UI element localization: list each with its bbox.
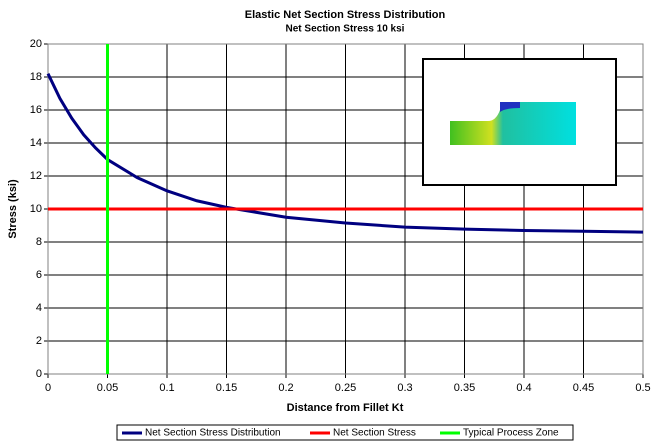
x-tick-label: 0.2 [278, 382, 293, 394]
legend-label: Net Section Stress Distribution [145, 428, 281, 439]
chart-title: Elastic Net Section Stress Distribution [245, 9, 446, 21]
chart-subtitle: Net Section Stress 10 ksi [286, 24, 405, 35]
y-tick-label: 2 [36, 335, 42, 347]
y-tick-label: 20 [30, 38, 42, 50]
legend-label: Typical Process Zone [463, 428, 559, 439]
x-tick-label: 0.4 [516, 382, 531, 394]
x-tick-label: 0.3 [397, 382, 412, 394]
x-tick-label: 0.15 [216, 382, 237, 394]
y-tick-label: 14 [30, 137, 42, 149]
y-tick-label: 6 [36, 269, 42, 281]
x-tick-label: 0.5 [635, 382, 650, 394]
legend-label: Net Section Stress [333, 428, 416, 439]
y-tick-label: 4 [36, 302, 42, 314]
y-tick-label: 16 [30, 104, 42, 116]
y-tick-label: 10 [30, 203, 42, 215]
x-tick-label: 0.05 [97, 382, 118, 394]
x-tick-label: 0.35 [454, 382, 475, 394]
y-tick-label: 18 [30, 71, 42, 83]
chart: Elastic Net Section Stress Distribution … [0, 0, 653, 442]
x-tick-label: 0 [45, 382, 51, 394]
x-tick-label: 0.1 [159, 382, 174, 394]
x-axis-label: Distance from Fillet Kt [287, 402, 404, 414]
y-tick-label: 0 [36, 368, 42, 380]
legend: Net Section Stress Distribution Net Secti… [122, 428, 559, 439]
y-tick-label: 8 [36, 236, 42, 248]
x-tick-label: 0.45 [573, 382, 594, 394]
inset-image [423, 59, 616, 185]
x-tick-label: 0.25 [335, 382, 356, 394]
y-tick-label: 12 [30, 170, 42, 182]
y-axis-label: Stress (ksi) [7, 179, 19, 239]
